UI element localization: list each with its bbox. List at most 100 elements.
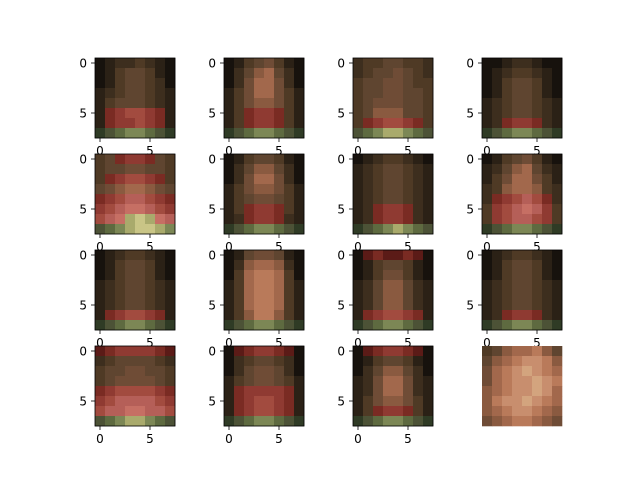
- image-pixel: [264, 78, 275, 89]
- image-pixel: [244, 406, 255, 417]
- axes-frame: [352, 57, 434, 139]
- image-pixel: [532, 88, 543, 99]
- image-pixel: [532, 78, 543, 89]
- image-panel-9: 0 5 0 5: [79, 249, 176, 350]
- image-pixel: [353, 98, 364, 109]
- image-pixel: [502, 376, 513, 387]
- image-pixel: [363, 194, 374, 205]
- image-pixel: [502, 346, 513, 357]
- image-pixel: [145, 98, 156, 109]
- image-pixel: [264, 174, 275, 185]
- image-pixel: [145, 300, 156, 311]
- image-pixel: [95, 98, 106, 109]
- image-pixel: [383, 376, 394, 387]
- y-tick-label: 0: [466, 57, 474, 71]
- image-pixel: [135, 78, 146, 89]
- image-pixel: [224, 260, 235, 271]
- image-pixel: [393, 270, 404, 281]
- image-pixel: [105, 376, 116, 387]
- image-pixel: [224, 320, 235, 331]
- image-pixel: [135, 310, 146, 321]
- image-pixel: [403, 214, 414, 225]
- image-pixel: [482, 320, 493, 331]
- image-pixel: [383, 68, 394, 79]
- y-tick-label: 5: [208, 203, 216, 217]
- image-pixel: [492, 260, 503, 271]
- image-pixel: [264, 376, 275, 387]
- image-pixel: [423, 118, 434, 129]
- axes-frame: [94, 249, 176, 331]
- image-pixel: [274, 356, 285, 367]
- image-pixel: [264, 366, 275, 377]
- image-pixel: [95, 204, 106, 215]
- image-pixel: [552, 154, 563, 165]
- image-pixel: [532, 346, 543, 357]
- image-pixel: [244, 118, 255, 129]
- image-pixel: [125, 128, 136, 139]
- image-pixel: [294, 78, 305, 89]
- image-pixel: [284, 128, 295, 139]
- image-pixel: [522, 366, 533, 377]
- image-pixel: [115, 270, 126, 281]
- image-pixel: [274, 78, 285, 89]
- image-pixel: [105, 194, 116, 205]
- image-pixel: [135, 154, 146, 165]
- image-pixel: [363, 320, 374, 331]
- image-pixel: [145, 154, 156, 165]
- image-pixel: [244, 98, 255, 109]
- image-pixel: [522, 154, 533, 165]
- image-pixel: [145, 174, 156, 185]
- image-pixel: [383, 406, 394, 417]
- image-pixel: [165, 260, 176, 271]
- image-pixel: [502, 194, 513, 205]
- image-pixel: [234, 406, 245, 417]
- image-pixel: [532, 396, 543, 407]
- image-pixel: [502, 68, 513, 79]
- image-pixel: [552, 356, 563, 367]
- image-pixel: [105, 300, 116, 311]
- image-pixel: [492, 250, 503, 261]
- image-pixel: [264, 396, 275, 407]
- image-pixel: [522, 346, 533, 357]
- image-pixel: [284, 250, 295, 261]
- image-pixel: [403, 376, 414, 387]
- image-pixel: [363, 224, 374, 235]
- image-pixel: [105, 174, 116, 185]
- image-pixel: [482, 164, 493, 175]
- image-pixel: [105, 346, 116, 357]
- image-pixel: [502, 224, 513, 235]
- image-pixel: [353, 270, 364, 281]
- image-pixel: [284, 98, 295, 109]
- image-pixel: [423, 154, 434, 165]
- image-pixel: [254, 310, 265, 321]
- image-pixel: [383, 416, 394, 427]
- image-pixel: [413, 108, 424, 119]
- image-pixel: [363, 310, 374, 321]
- image-pixel: [95, 68, 106, 79]
- image-pixel: [145, 260, 156, 271]
- image-pixel: [284, 356, 295, 367]
- x-tick-label: 0: [354, 240, 362, 254]
- image-pixel: [165, 270, 176, 281]
- image-pixel: [492, 164, 503, 175]
- image-pixel: [224, 164, 235, 175]
- image-pixel: [115, 356, 126, 367]
- image-pixel: [393, 164, 404, 175]
- image-pixel: [294, 108, 305, 119]
- image-pixel: [413, 310, 424, 321]
- image-pixel: [542, 58, 553, 69]
- image-pixel: [145, 406, 156, 417]
- image-pixel: [393, 396, 404, 407]
- image-pixel: [552, 366, 563, 377]
- image-pixel: [393, 260, 404, 271]
- image-pixel: [482, 204, 493, 215]
- image-pixel: [165, 376, 176, 387]
- image-pixel: [95, 376, 106, 387]
- image-pixel: [373, 356, 384, 367]
- image-pixel: [512, 280, 523, 291]
- image-pixel: [512, 58, 523, 69]
- image-pixel: [274, 128, 285, 139]
- image-pixel: [353, 366, 364, 377]
- image-pixel: [552, 224, 563, 235]
